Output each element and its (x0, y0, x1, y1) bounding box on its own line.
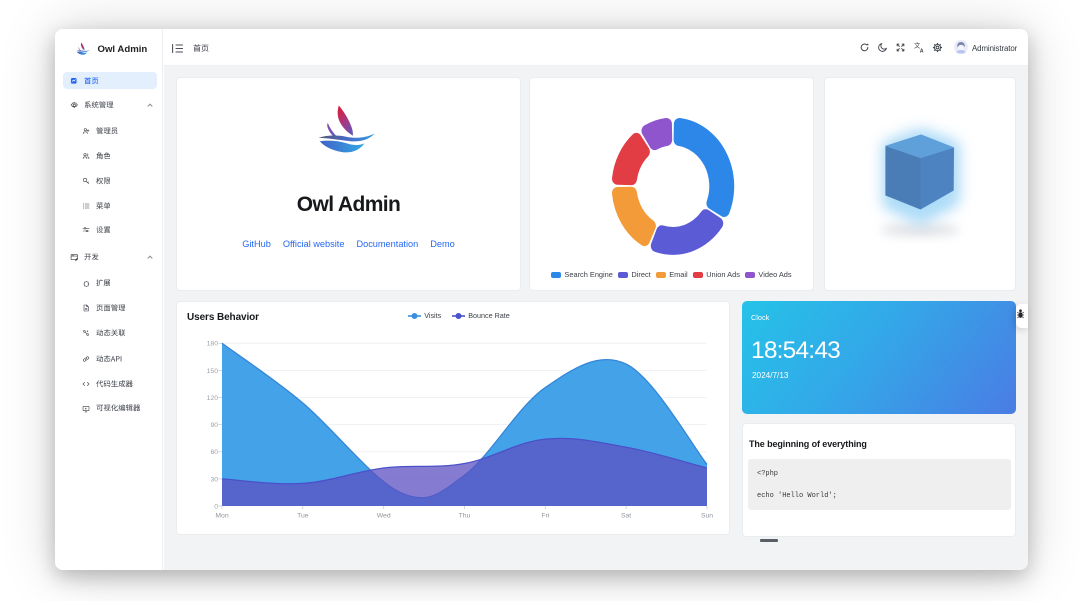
svg-text:Mon: Mon (215, 513, 228, 520)
svg-text:0: 0 (214, 503, 218, 510)
svg-text:Sat: Sat (621, 513, 631, 520)
svg-text:Thu: Thu (459, 513, 471, 520)
svg-text:30: 30 (210, 476, 218, 483)
svg-text:A: A (919, 49, 923, 53)
svg-text:文: 文 (914, 42, 921, 50)
svg-text:Sun: Sun (701, 513, 713, 520)
svg-text:Fri: Fri (541, 513, 549, 520)
svg-text:Tue: Tue (297, 513, 309, 520)
svg-text:180: 180 (207, 341, 219, 348)
svg-text:60: 60 (210, 449, 218, 456)
svg-text:120: 120 (207, 395, 219, 402)
svg-text:150: 150 (207, 368, 219, 375)
svg-text:Wed: Wed (377, 513, 391, 520)
svg-text:90: 90 (210, 422, 218, 429)
